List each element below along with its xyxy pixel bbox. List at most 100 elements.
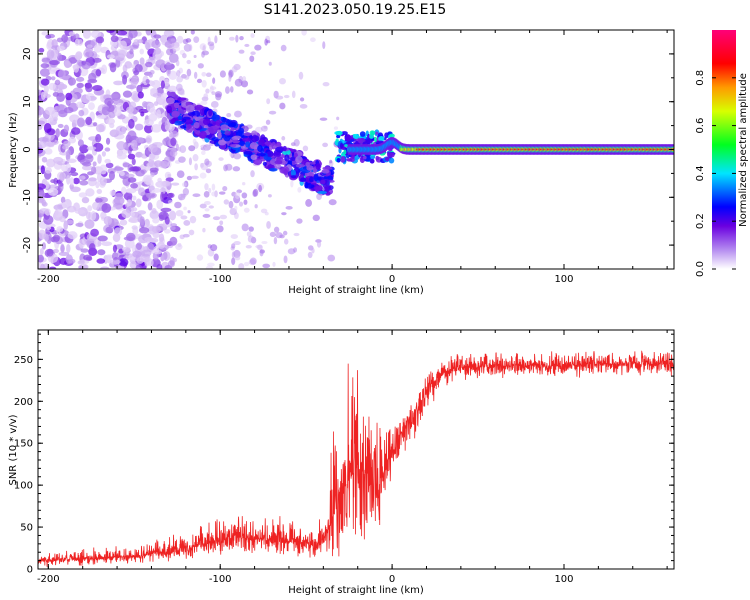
spectrogram-cell — [291, 90, 296, 99]
spectrogram-cell — [341, 131, 348, 136]
spectrogram-cell — [220, 124, 229, 131]
spectrogram-cell — [165, 61, 172, 71]
spectrogram-cell — [232, 139, 240, 144]
spectrogram-cell — [134, 123, 144, 131]
spectrogram-cell — [67, 231, 78, 240]
spectrogram-cell — [100, 266, 110, 269]
spectrogram-cell — [243, 199, 248, 205]
spectrogram-cell — [219, 220, 224, 226]
spectrogram-cell — [59, 215, 66, 223]
spectrogram-cell — [298, 71, 304, 80]
spectrogram-cell — [44, 167, 52, 174]
spectrogram-cell — [176, 83, 183, 92]
spectrogram-cell — [66, 175, 71, 185]
colorbar-tick-label: 0.4 — [695, 165, 706, 181]
spectrogram-cell — [46, 225, 52, 231]
spectrogram-cell — [157, 241, 166, 249]
spectrogram-cell — [54, 79, 61, 86]
spectrogram-cell — [204, 158, 210, 166]
spectrogram-cell — [40, 91, 46, 100]
spectrogram-cell — [75, 222, 84, 227]
spectrogram-cell — [153, 160, 163, 168]
spectrogram-cell — [250, 154, 258, 161]
spectrogram-cell — [272, 261, 276, 267]
spectrogram-cell — [285, 205, 293, 210]
spectrogram-cell — [345, 134, 352, 142]
spectrogram-cell — [151, 225, 161, 234]
spectrogram-cell — [139, 57, 145, 65]
spectrogram-cell — [84, 219, 95, 229]
spectrogram-cell — [241, 223, 249, 232]
snr-x-label: Height of straight line (km) — [288, 585, 424, 596]
spectrogram-x-tick-label: -100 — [209, 274, 232, 285]
colorbar-tick-label: 0.8 — [695, 70, 706, 86]
spectrogram-cell — [48, 266, 57, 269]
spectrogram-cell — [281, 212, 287, 216]
spectrogram-cell — [210, 244, 218, 252]
spectrogram-cell — [387, 152, 395, 158]
spectrogram-cell — [290, 175, 297, 179]
spectrogram-cell — [194, 104, 204, 111]
spectrogram-cell — [78, 192, 88, 198]
spectrogram-cell — [38, 229, 46, 240]
spectrogram-cell — [317, 190, 327, 194]
spectrogram-cell — [101, 151, 106, 157]
spectrogram-cell — [321, 169, 330, 174]
spectrogram-cell — [78, 265, 83, 269]
spectrogram-x-label: Height of straight line (km) — [288, 285, 424, 296]
spectrogram-cell — [201, 150, 206, 156]
spectrogram-cell — [388, 133, 395, 138]
spectrogram-cell — [121, 186, 127, 195]
spectrogram-cell — [73, 202, 80, 212]
spectrogram-cell — [82, 30, 91, 39]
spectrogram-cell — [60, 243, 65, 254]
spectrogram-cell — [156, 109, 162, 119]
spectrogram-cell — [240, 80, 249, 88]
spectrogram-cell — [96, 258, 106, 264]
spectrogram-cell — [97, 240, 102, 247]
spectrogram-cell — [106, 54, 115, 59]
spectrogram-cell — [39, 196, 45, 203]
spectrogram-cell — [67, 77, 77, 86]
spectrogram-cell — [99, 176, 107, 186]
spectrogram-cell — [208, 187, 212, 194]
spectrogram-cell — [164, 216, 170, 225]
spectrogram-cell — [66, 243, 71, 254]
spectrogram-cell — [322, 166, 333, 171]
spectrogram-cell — [269, 231, 276, 238]
spectrogram-cell — [96, 188, 103, 195]
spectrogram-cell — [167, 260, 175, 268]
spectrogram-cell — [258, 184, 262, 193]
spectrogram-cell — [116, 141, 126, 151]
spectrogram-y-tick-label: 20 — [22, 48, 33, 61]
spectrogram-cell — [329, 159, 333, 164]
spectrogram-cell — [204, 183, 209, 191]
snr-y-tick-label: 200 — [14, 397, 33, 408]
spectrogram-cell — [275, 232, 283, 239]
snr-panel: -200 -100 0 100 0 50 100 150 200 250 Height of s… — [8, 329, 675, 596]
snr-y-ticks: 0 50 100 150 200 250 — [14, 333, 674, 576]
spectrogram-cell — [137, 39, 144, 44]
spectrogram-cell — [214, 35, 218, 44]
spectrogram-cell — [295, 156, 303, 164]
spectrogram-cell — [336, 116, 340, 121]
spectrogram-cell — [193, 36, 200, 43]
spectrogram-cell — [86, 44, 93, 49]
spectrogram-cell — [211, 191, 218, 197]
spectrogram-cell — [56, 226, 64, 233]
spectrogram-cell — [238, 140, 245, 147]
spectrogram-cell — [222, 186, 228, 192]
spectrogram-cell — [103, 216, 113, 226]
spectrogram-cell — [38, 141, 47, 149]
spectrogram-cell — [148, 184, 156, 194]
spectrogram-cell — [225, 86, 230, 94]
spectrogram-cell — [388, 157, 395, 164]
spectrogram-cell — [68, 57, 78, 64]
snr-x-tick-label: 0 — [389, 574, 395, 585]
spectrogram-cell — [87, 205, 93, 212]
spectrogram-cell — [333, 126, 338, 130]
colorbar-gradient — [712, 30, 736, 269]
spectrogram-cell — [186, 175, 193, 181]
spectrogram-cell — [199, 203, 207, 209]
spectrogram-cell — [283, 94, 290, 99]
